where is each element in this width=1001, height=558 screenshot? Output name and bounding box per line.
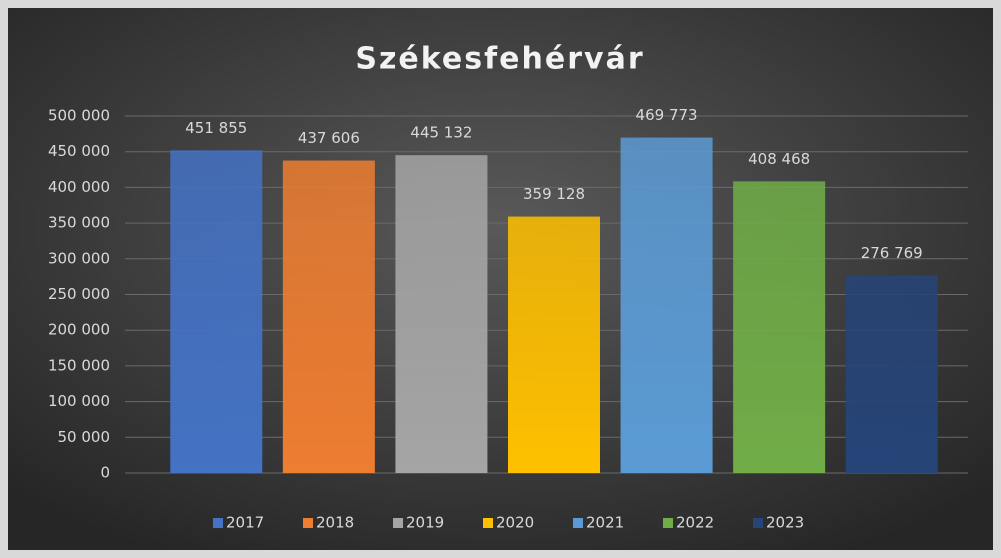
legend-label: 2022 <box>676 514 714 532</box>
bar <box>620 137 713 473</box>
legend-swatch <box>393 518 403 528</box>
bar <box>733 181 826 473</box>
legend-swatch <box>303 518 313 528</box>
data-label: 437 606 <box>298 129 360 147</box>
legend-swatch <box>663 518 673 528</box>
chart-title: Székesfehérvár <box>355 42 644 77</box>
bar <box>508 216 600 473</box>
bar <box>282 160 375 473</box>
legend-swatch <box>573 518 583 528</box>
legend-swatch <box>483 518 493 528</box>
y-tick-label: 400 000 <box>48 178 110 196</box>
data-label: 445 132 <box>410 124 472 142</box>
data-label: 408 468 <box>748 150 810 168</box>
data-label: 451 855 <box>185 119 247 137</box>
legend-swatch <box>213 518 223 528</box>
data-label: 359 128 <box>523 185 585 203</box>
y-tick-label: 0 <box>100 464 110 482</box>
legend-label: 2019 <box>406 514 444 532</box>
y-tick-label: 350 000 <box>48 214 110 232</box>
legend-swatch <box>753 518 763 528</box>
y-tick-label: 500 000 <box>48 107 110 125</box>
legend-label: 2020 <box>496 514 534 532</box>
legend-label: 2021 <box>586 514 624 532</box>
data-label: 469 773 <box>636 106 698 124</box>
y-tick-label: 300 000 <box>48 249 110 267</box>
chart-area <box>8 8 993 550</box>
legend-label: 2023 <box>766 514 804 532</box>
y-tick-label: 150 000 <box>48 356 110 374</box>
bar <box>170 150 263 473</box>
y-tick-label: 250 000 <box>48 285 110 303</box>
y-tick-label: 50 000 <box>58 428 111 446</box>
bar <box>845 275 938 473</box>
data-label: 276 769 <box>861 244 923 262</box>
bar <box>395 155 488 473</box>
y-tick-label: 450 000 <box>48 142 110 160</box>
legend-label: 2018 <box>316 514 354 532</box>
y-tick-label: 200 000 <box>48 321 110 339</box>
y-tick-label: 100 000 <box>48 392 110 410</box>
legend-label: 2017 <box>226 514 264 532</box>
